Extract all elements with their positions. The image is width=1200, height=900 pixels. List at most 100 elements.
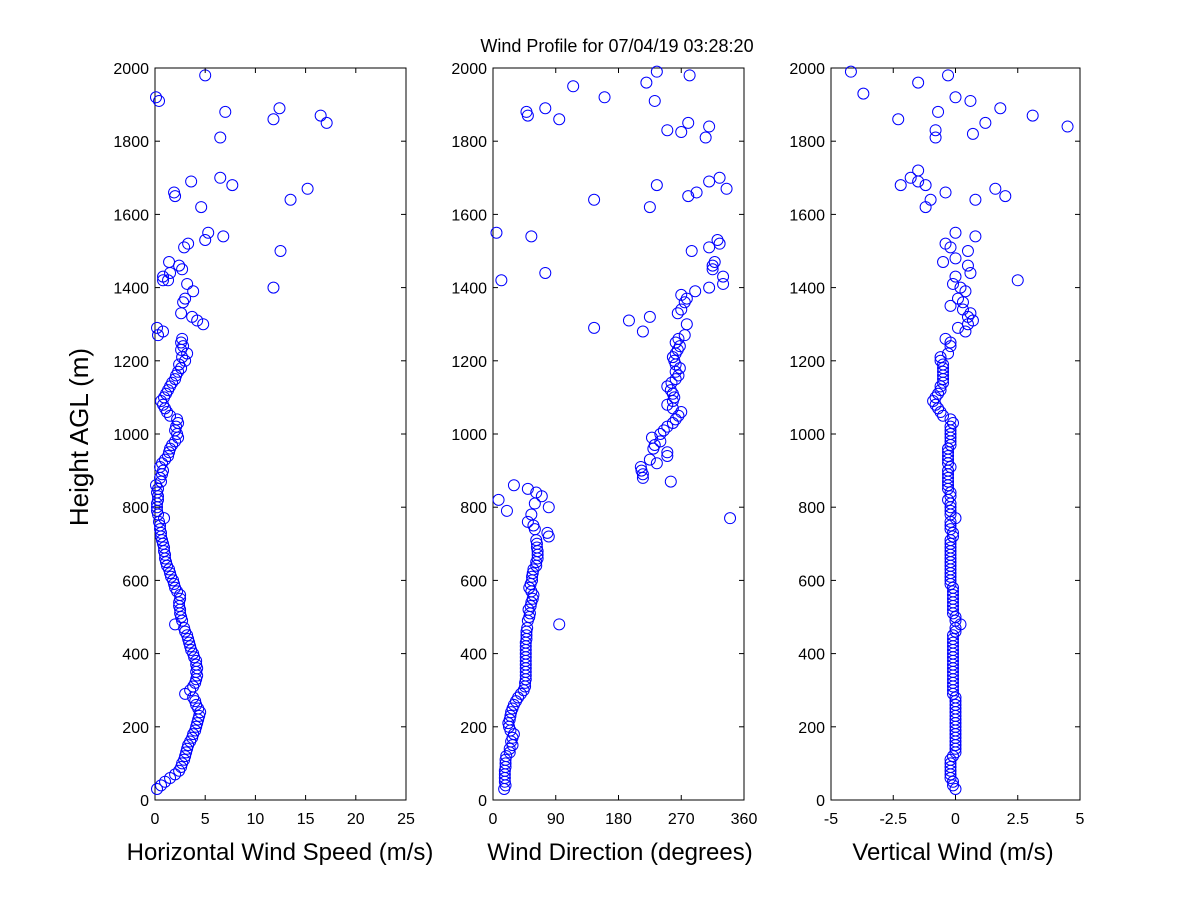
data-point — [156, 457, 169, 470]
data-point — [187, 285, 200, 298]
data-point — [661, 449, 674, 462]
x-tick-label: 0 — [489, 811, 498, 828]
data-point — [934, 380, 947, 393]
data-point — [665, 376, 678, 389]
data-point — [553, 113, 566, 126]
data-point — [504, 709, 517, 722]
y-tick-label: 1600 — [113, 207, 149, 224]
data-point — [703, 120, 716, 133]
data-point — [661, 446, 674, 459]
x-axis-label: Wind Direction (degrees) — [487, 839, 752, 866]
data-point — [944, 541, 957, 554]
y-tick-label: 1200 — [789, 354, 825, 371]
scatter-points — [150, 69, 333, 796]
data-point — [969, 230, 982, 243]
data-point — [844, 65, 857, 78]
data-point — [650, 457, 663, 470]
data-point — [197, 318, 210, 331]
x-tick-label: 180 — [605, 811, 632, 828]
data-point — [301, 182, 314, 195]
data-point — [942, 69, 955, 82]
data-point — [708, 255, 721, 268]
data-point — [174, 592, 187, 605]
y-tick-label: 0 — [140, 793, 149, 810]
y-tick-label: 0 — [478, 793, 487, 810]
data-point — [526, 570, 539, 583]
data-point — [500, 504, 513, 517]
data-point — [949, 695, 962, 708]
data-point — [214, 171, 227, 184]
data-point — [645, 431, 658, 444]
data-point — [949, 91, 962, 104]
y-tick-label: 200 — [122, 720, 149, 737]
data-point — [643, 310, 656, 323]
data-point — [661, 380, 674, 393]
data-point — [643, 453, 656, 466]
data-point — [530, 541, 543, 554]
y-tick-label: 2000 — [451, 61, 487, 78]
data-point — [675, 303, 688, 316]
data-point — [690, 186, 703, 199]
data-point — [503, 742, 516, 755]
data-point — [176, 332, 189, 345]
data-point — [857, 87, 870, 100]
data-point — [202, 226, 215, 239]
y-axis-label: Height AGL (m) — [64, 348, 94, 526]
data-point — [1011, 274, 1024, 287]
data-point — [507, 479, 520, 492]
data-point — [541, 526, 554, 539]
y-tick-label: 1800 — [789, 134, 825, 151]
data-point — [989, 182, 1002, 195]
panel-vertical-wind: -5 -2.5 0 2.5 5 0 200 400 600 800 1000 1200 1400 160… — [789, 61, 1084, 866]
data-point — [553, 618, 566, 631]
data-point — [929, 131, 942, 144]
data-point — [959, 325, 972, 338]
data-point — [163, 255, 176, 268]
data-point — [949, 611, 962, 623]
data-point — [947, 750, 960, 763]
data-point — [947, 417, 960, 430]
data-point — [944, 420, 957, 433]
data-point — [185, 175, 198, 188]
x-tick-label: -2.5 — [879, 811, 907, 828]
y-tick-label: 600 — [460, 573, 487, 590]
data-point — [168, 186, 181, 199]
data-point — [151, 783, 164, 796]
data-point — [939, 237, 952, 250]
data-point — [942, 347, 955, 360]
data-point — [949, 614, 962, 627]
data-point — [526, 592, 539, 605]
scatter-points — [490, 65, 737, 796]
data-point — [703, 175, 716, 188]
data-point — [947, 277, 960, 290]
x-tick-label: 90 — [547, 811, 565, 828]
data-point — [944, 761, 957, 774]
data-point — [969, 193, 982, 206]
data-point — [949, 698, 962, 711]
data-point — [495, 274, 508, 287]
data-point — [947, 526, 960, 539]
x-tick-label: 0 — [951, 811, 960, 828]
data-point — [525, 230, 538, 243]
data-point — [944, 428, 957, 440]
y-tick-label: 1800 — [113, 134, 149, 151]
y-tick-label: 800 — [460, 500, 487, 517]
y-tick-label: 1600 — [789, 207, 825, 224]
data-point — [500, 750, 513, 763]
x-ticks: 0 5 10 15 20 25 — [151, 68, 415, 828]
data-point — [539, 266, 552, 279]
data-point — [274, 245, 287, 257]
data-point — [598, 91, 611, 104]
data-point — [530, 537, 543, 550]
data-point — [944, 537, 957, 550]
data-point — [634, 460, 647, 473]
y-tick-label: 1000 — [451, 427, 487, 444]
data-point — [635, 464, 648, 477]
y-tick-label: 200 — [798, 720, 825, 737]
y-ticks: 0 200 400 600 800 1000 1200 1400 1600 1800 2000 — [451, 61, 744, 810]
data-point — [949, 252, 962, 265]
data-point — [942, 471, 955, 484]
x-axis-label: Vertical Wind (m/s) — [852, 839, 1053, 866]
y-tick-label: 1200 — [451, 354, 487, 371]
